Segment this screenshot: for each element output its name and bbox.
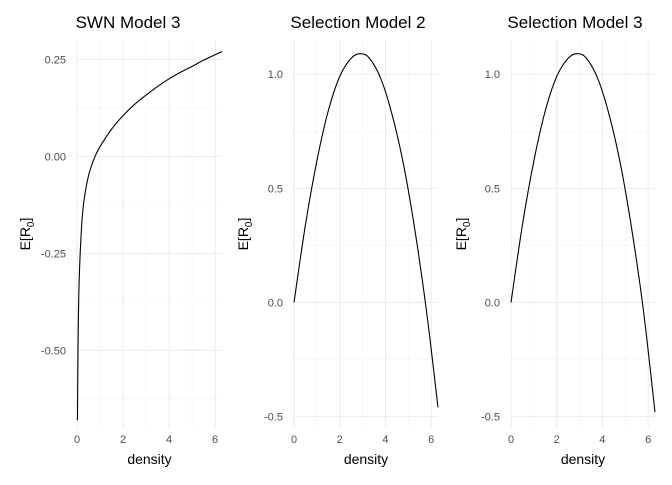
series-line — [510, 53, 656, 413]
x-tick-label: 0 — [74, 434, 80, 446]
y-tick-label: -0.5 — [264, 412, 283, 424]
x-axis-label: density — [561, 451, 605, 467]
x-tick-label: 2 — [120, 434, 126, 446]
x-tick-label: 6 — [428, 434, 434, 446]
x-tick-label: 2 — [554, 434, 560, 446]
y-tick-label: 0.25 — [45, 54, 66, 66]
y-tick-label: 1.0 — [485, 69, 500, 81]
y-axis-label-main: E[R — [17, 227, 33, 250]
y-axis-label-subscript: 0 — [462, 221, 473, 227]
y-tick-label: 0.00 — [45, 151, 66, 163]
x-tick-label: 2 — [337, 434, 343, 446]
y-tick-label: 1.0 — [268, 69, 283, 81]
y-axis-label-subscript: 0 — [26, 221, 37, 227]
y-tick-label: -0.50 — [41, 345, 66, 357]
chart-title: SWN Model 3 — [76, 13, 181, 32]
chart-panel-2: 0 2 4 6 1.0 0.5 0.0 -0.5 Selection Model 2 densit… — [235, 13, 439, 467]
x-tick-label: 6 — [645, 434, 651, 446]
y-axis-label-subscript: 0 — [244, 221, 255, 227]
x-tick-label: 4 — [166, 434, 172, 446]
y-axis-label-main: E[R — [235, 227, 251, 250]
y-axis-label-close: ] — [453, 218, 469, 222]
x-axis-label: density — [344, 451, 388, 467]
series-line — [293, 53, 439, 408]
y-tick-label: -0.5 — [481, 412, 500, 424]
y-axis-label-close: ] — [235, 218, 251, 222]
x-tick-label: 4 — [382, 434, 388, 446]
x-tick-label: 0 — [508, 434, 514, 446]
y-tick-label: 0.5 — [268, 183, 283, 195]
x-axis-label: density — [127, 451, 171, 467]
y-axis-label: E[R0] — [235, 218, 255, 251]
x-tick-label: 4 — [599, 434, 605, 446]
chart-panel-1: 0 2 4 6 0.25 0.00 -0.25 -0.50 SWN Model 3 density… — [17, 13, 223, 467]
y-tick-label: 0.0 — [268, 297, 283, 309]
y-axis-label: E[R0] — [453, 218, 473, 251]
chart-title: Selection Model 3 — [507, 13, 642, 32]
x-tick-label: 6 — [212, 434, 218, 446]
chart-panel-3: 0 2 4 6 1.0 0.5 0.0 -0.5 Selection Model 3 densit… — [453, 13, 656, 467]
y-axis-label-close: ] — [17, 218, 33, 222]
y-tick-label: 0.0 — [485, 297, 500, 309]
y-axis-label-main: E[R — [453, 227, 469, 250]
chart-title: Selection Model 2 — [290, 13, 425, 32]
y-tick-label: -0.25 — [41, 248, 66, 260]
x-tick-label: 0 — [291, 434, 297, 446]
series-line — [76, 51, 223, 421]
y-tick-label: 0.5 — [485, 183, 500, 195]
y-axis-label: E[R0] — [17, 218, 37, 251]
